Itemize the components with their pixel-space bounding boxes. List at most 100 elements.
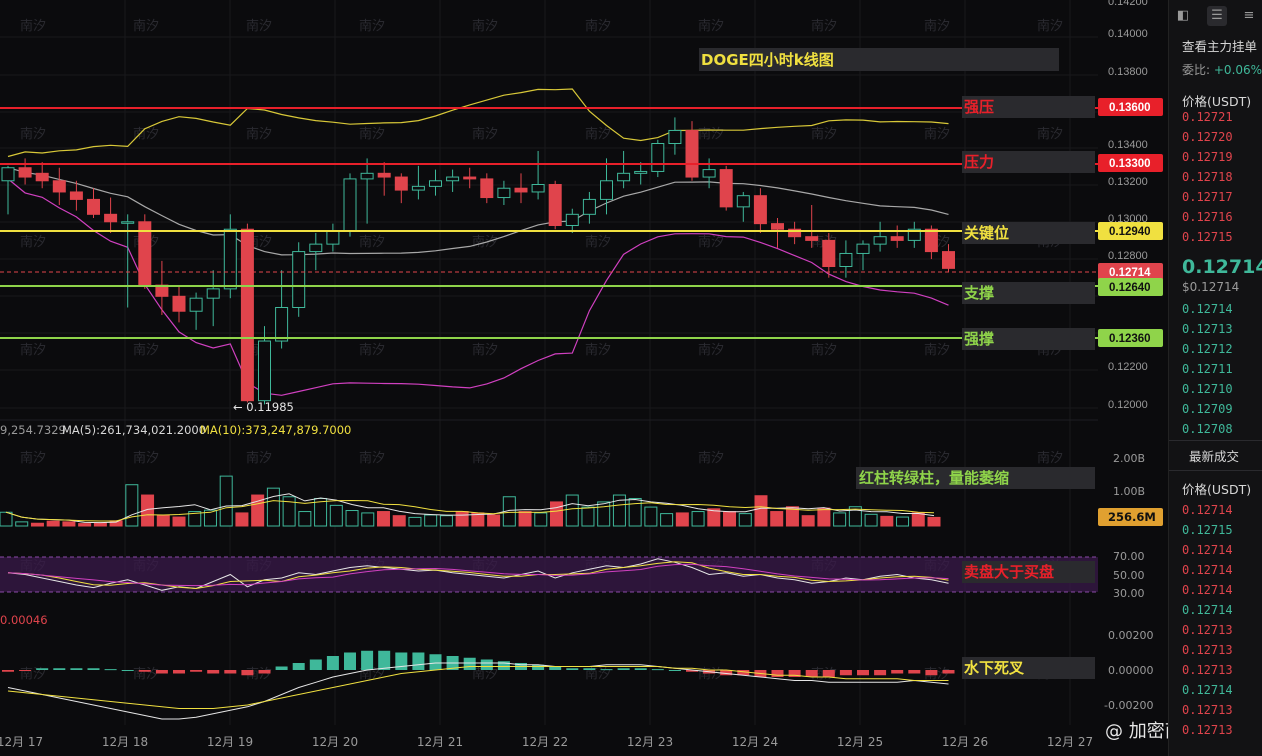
macd-bar: [87, 668, 100, 670]
macd-bar: [668, 670, 681, 671]
watermark-text: 南汐: [585, 234, 611, 250]
candle-body: [429, 180, 442, 187]
macd-bar: [207, 670, 220, 674]
watermark-text: 南汐: [472, 18, 498, 34]
volume-bar: [660, 513, 674, 527]
candle-body: [343, 178, 357, 232]
macd-bar: [908, 670, 921, 674]
key-level-tag: 0.12940: [1109, 226, 1151, 238]
watermark-text: 南汐: [20, 18, 46, 34]
watermark-text: 南汐: [698, 126, 724, 142]
candle-body: [907, 228, 921, 241]
upper-band-line: [7, 88, 949, 158]
bid-price[interactable]: 0.12709: [1182, 402, 1233, 416]
trade-price: 0.12714: [1182, 683, 1233, 697]
volume-bar: [612, 494, 626, 527]
volume-bar: [408, 516, 422, 527]
ask-price[interactable]: 0.12719: [1182, 150, 1233, 164]
watermark-text: 南汐: [246, 450, 272, 466]
volume-bar: [597, 501, 611, 527]
level-annotations: 强压 压力 关键位 支撑 强撑: [962, 96, 1095, 350]
watermark-text: 南汐: [811, 450, 837, 466]
date-label: 12月 19: [207, 735, 253, 749]
candle-body: [822, 239, 836, 267]
macd-tick: -0.00200: [1104, 699, 1153, 712]
candle-body: [87, 198, 100, 215]
macd-histogram[interactable]: [2, 650, 955, 677]
candle-body: [839, 252, 853, 267]
candle-body: [788, 228, 802, 238]
volume-bar: [518, 511, 532, 527]
volume-bar: [392, 515, 406, 527]
watermark-text: 南汐: [811, 342, 837, 358]
macd-bar: [600, 669, 613, 671]
layout-icon[interactable]: ◧: [1176, 8, 1190, 23]
ask-price[interactable]: 0.12721: [1182, 110, 1233, 124]
rsi-note-box: [962, 561, 1095, 583]
orderbook-sidebar: ◧ ☰ ≡ 查看主力挂单 委比: +0.06% 价格(USDT) 0.12721…: [1168, 0, 1262, 756]
candle-body: [292, 251, 306, 309]
volume-bar: [188, 511, 202, 527]
list-icon[interactable]: ≡: [1243, 8, 1255, 23]
candle-body: [736, 195, 750, 208]
bid-price[interactable]: 0.12712: [1182, 342, 1233, 356]
indicator-lines: [7, 88, 949, 396]
macd-bar: [309, 659, 322, 670]
trade-price: 0.12713: [1182, 723, 1233, 737]
volume-bar: [565, 494, 579, 527]
candle-body: [600, 180, 613, 200]
strong-support-tag: 0.12360: [1109, 333, 1151, 345]
macd-bar: [566, 668, 579, 670]
macd-bar: [395, 652, 408, 670]
watermark-text: 南汐: [924, 342, 950, 358]
middle-band-line: [7, 167, 949, 256]
candle-body: [942, 251, 955, 269]
ask-price[interactable]: 0.12715: [1182, 230, 1233, 244]
bid-price[interactable]: 0.12711: [1182, 362, 1233, 376]
candle-body: [69, 191, 83, 200]
ask-price[interactable]: 0.12717: [1182, 190, 1233, 204]
macd-bar: [805, 670, 818, 677]
candle-body: [668, 129, 682, 144]
ask-price[interactable]: 0.12716: [1182, 210, 1233, 224]
date-axis: 12月 17 12月 18 12月 19 12月 20 12月 21 12月 22 12月 …: [0, 735, 1093, 749]
rsi-line-3: [7, 563, 949, 587]
ask-price[interactable]: 0.12718: [1182, 170, 1233, 184]
watermark-text: 南汐: [20, 126, 46, 142]
volume-ma-lines: [5, 493, 935, 524]
date-label: 12月 24: [732, 735, 778, 749]
ask-price[interactable]: 0.12720: [1182, 130, 1233, 144]
macd-bar: [429, 654, 442, 670]
bid-price[interactable]: 0.12713: [1182, 322, 1233, 336]
watermark-text: 南汐: [585, 18, 611, 34]
date-label: 12月 18: [102, 735, 148, 749]
volume-bars[interactable]: [0, 475, 941, 527]
macd-bar: [173, 670, 185, 674]
current-price-tag: 0.12714: [1109, 267, 1151, 279]
watermark-text: 南汐: [1037, 18, 1063, 34]
volume-bar: [848, 506, 862, 527]
sidebar-divider: [1169, 440, 1262, 441]
trades-title[interactable]: 最新成交: [1189, 449, 1240, 464]
macd-note: 水下死叉: [964, 659, 1025, 677]
candle-body: [240, 228, 254, 402]
volume-bar: [235, 512, 249, 527]
bid-price[interactable]: 0.12710: [1182, 382, 1233, 396]
volume-bar: [156, 514, 170, 527]
macd-bar: [344, 652, 356, 670]
date-label: 12月 21: [417, 735, 463, 749]
candle-body: [719, 169, 733, 208]
bid-price[interactable]: 0.12708: [1182, 422, 1233, 436]
trade-price: 0.12713: [1182, 623, 1233, 637]
watermark-text: 南汐: [20, 450, 46, 466]
watermark-text: 南汐: [133, 126, 159, 142]
candle-body: [582, 198, 596, 215]
orderbook-icon[interactable]: ☰: [1207, 6, 1227, 26]
main-orders-title[interactable]: 查看主力挂单: [1182, 39, 1258, 54]
volume-bar: [219, 475, 233, 527]
candle-body: [35, 172, 49, 182]
candle-body: [463, 176, 477, 180]
macd-bar: [104, 669, 117, 671]
bid-price[interactable]: 0.12714: [1182, 302, 1233, 316]
